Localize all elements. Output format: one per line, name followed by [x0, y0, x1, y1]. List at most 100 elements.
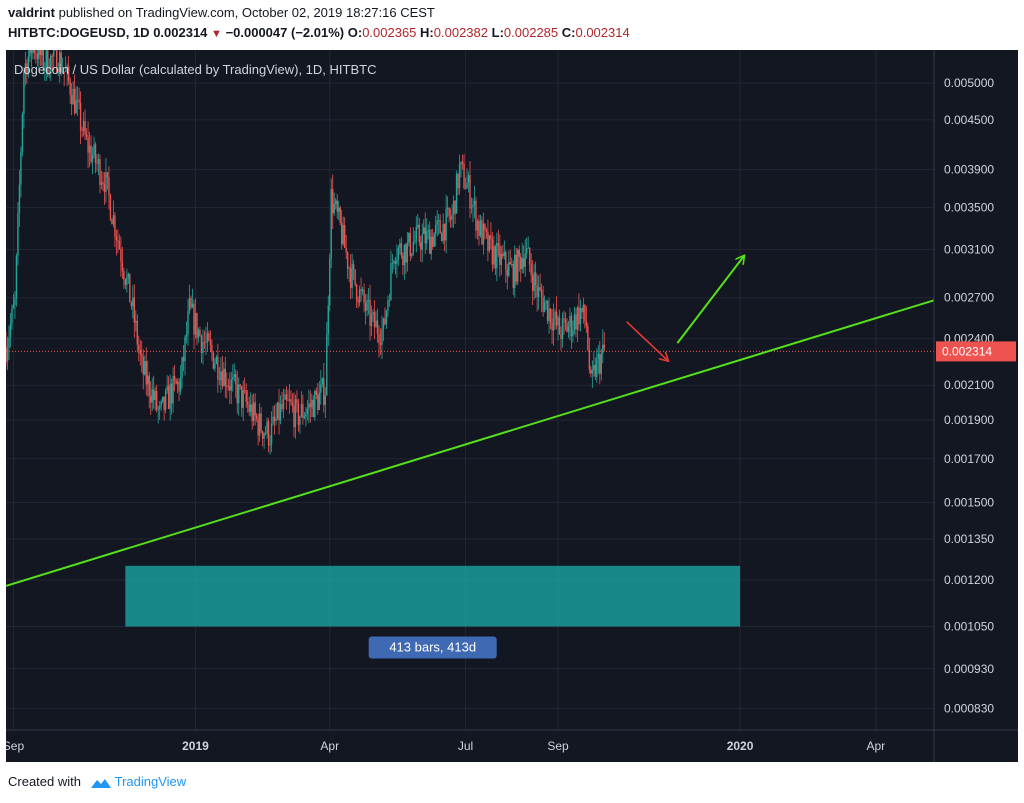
- candle-body: [252, 402, 255, 422]
- candle-body: [124, 279, 127, 286]
- tradingview-brand[interactable]: TradingView: [114, 774, 187, 789]
- up-arrow-drawing[interactable]: [676, 255, 744, 344]
- candle-body: [9, 323, 12, 338]
- candle-body: [276, 402, 279, 419]
- date-range-box[interactable]: [125, 565, 741, 627]
- close-label: C:: [561, 25, 576, 40]
- candle-body: [132, 297, 134, 307]
- candle-body: [15, 255, 18, 299]
- candle-body: [528, 247, 531, 265]
- candle-body: [102, 182, 104, 185]
- candle-body: [343, 225, 346, 248]
- candle-body: [384, 318, 386, 325]
- candle-body: [21, 113, 24, 152]
- candle-body: [575, 314, 577, 330]
- candle-body: [99, 159, 101, 185]
- candle-body: [311, 399, 313, 408]
- candle-body: [148, 375, 150, 396]
- candle-body: [518, 249, 520, 257]
- candle-body: [506, 269, 508, 276]
- candle-body: [602, 344, 604, 354]
- candle-body: [176, 381, 179, 384]
- candle-body: [449, 216, 452, 220]
- candle-body: [593, 365, 595, 371]
- candle-body: [387, 300, 389, 311]
- candle-body: [296, 399, 298, 403]
- support-trendline[interactable]: [6, 299, 935, 587]
- candle-body: [400, 243, 403, 256]
- time-axis[interactable]: Sep 2019 Apr Jul Sep 2020 Apr: [6, 729, 1018, 753]
- candle-body: [579, 307, 582, 325]
- candle-body: [94, 144, 97, 163]
- candle-body: [173, 375, 176, 380]
- candle-body: [273, 416, 276, 421]
- candle-body: [170, 383, 173, 404]
- candle-body: [379, 343, 382, 345]
- candle-body: [82, 121, 85, 131]
- candle-body: [158, 406, 161, 410]
- candle-body: [358, 289, 361, 303]
- candle-body: [117, 239, 119, 241]
- candle-body: [288, 399, 291, 401]
- candle-body: [323, 378, 325, 406]
- candle-body: [464, 188, 467, 189]
- candle-body: [363, 289, 365, 303]
- last-price: 0.002314: [153, 25, 208, 40]
- candle-body: [523, 258, 525, 267]
- candle-body: [233, 374, 235, 378]
- candle-body: [520, 256, 522, 269]
- drawings-layer: [6, 255, 935, 587]
- candle-body: [35, 52, 37, 54]
- x-tick-label: 2019: [182, 739, 209, 753]
- candle-body: [581, 307, 583, 313]
- candle-body: [206, 333, 209, 342]
- candle-body: [205, 341, 207, 343]
- open-value: 0.002365: [362, 25, 417, 40]
- candle-body: [352, 264, 355, 270]
- candle-body: [6, 348, 9, 362]
- candle-body: [460, 161, 462, 165]
- candle-body: [418, 224, 420, 243]
- candle-body: [227, 385, 230, 387]
- candle-body: [87, 136, 89, 153]
- candle-body: [366, 300, 368, 311]
- candle-body: [78, 99, 80, 103]
- candle-body: [236, 384, 238, 404]
- candle-body: [330, 189, 332, 259]
- candle-body: [382, 318, 385, 330]
- candle-body: [96, 162, 98, 164]
- price-chart[interactable]: 413 bars, 413d 0.0050000.0045000.0039000…: [6, 50, 1018, 762]
- candle-body: [503, 251, 506, 257]
- x-tick-label: Sep: [547, 739, 569, 753]
- candle-body: [61, 71, 64, 73]
- candle-body: [427, 230, 429, 232]
- down-arrow-drawing[interactable]: [626, 321, 669, 361]
- candle-body: [499, 245, 501, 265]
- candle-body: [318, 392, 321, 410]
- candle-body: [482, 224, 485, 245]
- candle-body: [448, 207, 450, 217]
- candle-body: [215, 356, 218, 364]
- candle-body: [141, 354, 143, 357]
- price-axis[interactable]: 0.005000 0.004500 0.003900 0.003500 0.003100…: [933, 50, 1016, 762]
- candle-body: [491, 239, 494, 265]
- candle-body: [47, 50, 49, 75]
- candle-body: [533, 272, 535, 291]
- candle-body: [12, 304, 15, 309]
- candle-body: [218, 379, 221, 381]
- candle-body: [138, 344, 140, 350]
- candle-body: [269, 444, 271, 446]
- candle-body: [409, 233, 412, 256]
- candle-body: [203, 341, 206, 343]
- x-tick-label: Sep: [6, 739, 24, 753]
- candle-body: [549, 308, 552, 324]
- author-name[interactable]: valdrint: [8, 5, 55, 20]
- candle-body: [120, 249, 122, 262]
- candle-body: [257, 418, 259, 436]
- candle-body: [208, 333, 210, 341]
- footer: Created with TradingView: [8, 774, 186, 790]
- candle-body: [321, 378, 323, 385]
- candle-body: [135, 320, 137, 323]
- candle-body: [127, 273, 130, 278]
- candle-body: [487, 231, 489, 251]
